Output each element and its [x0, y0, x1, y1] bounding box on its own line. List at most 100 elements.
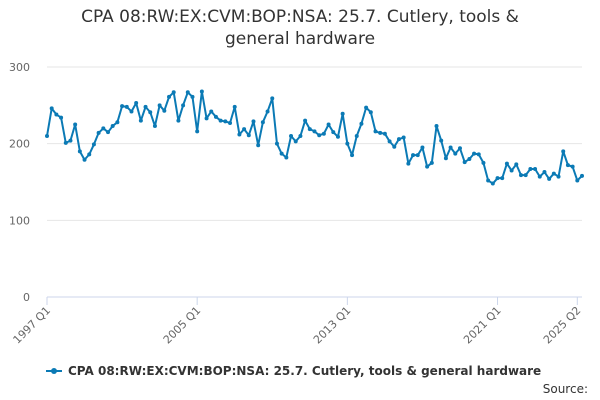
data-point [387, 139, 392, 144]
x-tick-label: 2021 Q1 [461, 304, 504, 347]
data-point [115, 120, 120, 125]
chart-title: CPA 08:RW:EX:CVM:BOP:NSA: 25.7. Cutlery,… [20, 6, 580, 50]
data-point [415, 153, 420, 158]
data-point [504, 161, 509, 166]
y-tick-label: 200 [9, 138, 30, 151]
data-point [359, 121, 364, 126]
x-tick-label: 1997 Q1 [11, 304, 54, 347]
data-point [556, 174, 561, 179]
data-point [293, 139, 298, 144]
legend-line-marker-icon [46, 365, 62, 377]
data-point [162, 108, 167, 113]
data-point [354, 134, 359, 138]
data-point [533, 166, 538, 171]
data-point [45, 134, 49, 138]
data-point [340, 111, 345, 116]
data-point [232, 104, 237, 109]
data-point [199, 89, 204, 94]
y-tick-label: 100 [9, 214, 30, 227]
data-point [331, 130, 336, 135]
data-point [528, 166, 533, 171]
data-point [509, 168, 514, 173]
data-point [101, 126, 106, 131]
source-label: Source: [542, 382, 588, 396]
data-point [167, 94, 172, 99]
data-point [96, 130, 101, 135]
data-point [152, 124, 157, 129]
data-point [321, 131, 326, 136]
data-point [575, 178, 580, 183]
x-tick-label: 2013 Q1 [311, 304, 354, 347]
data-point [181, 103, 186, 108]
data-point [434, 124, 439, 129]
data-point [429, 160, 434, 165]
data-point [284, 155, 289, 160]
data-point [143, 104, 148, 109]
data-point [157, 103, 162, 108]
data-point [472, 151, 477, 156]
chart-title-line-1: CPA 08:RW:EX:CVM:BOP:NSA: 25.7. Cutlery,… [81, 7, 519, 27]
data-point [580, 173, 584, 178]
data-point [138, 118, 143, 123]
data-point [274, 141, 279, 146]
data-point [537, 174, 542, 179]
data-point [63, 140, 68, 145]
data-point [265, 109, 270, 114]
data-point [317, 133, 322, 138]
data-point [561, 149, 566, 154]
data-point [373, 129, 378, 134]
legend-item[interactable]: CPA 08:RW:EX:CVM:BOP:NSA: 25.7. Cutlery,… [46, 364, 541, 378]
y-tick-label: 300 [9, 61, 30, 74]
data-point [195, 129, 200, 134]
data-point [171, 90, 176, 95]
data-point [486, 178, 491, 183]
data-point [59, 115, 64, 120]
y-tick-label: 0 [23, 291, 30, 304]
data-point [462, 160, 467, 165]
data-point [335, 134, 340, 139]
data-point [551, 171, 556, 176]
data-point [312, 129, 317, 134]
data-point [68, 138, 73, 143]
data-point [242, 127, 247, 132]
data-point [213, 114, 218, 119]
data-point [73, 122, 78, 127]
data-point [279, 151, 284, 156]
data-point [134, 101, 139, 106]
legend-label: CPA 08:RW:EX:CVM:BOP:NSA: 25.7. Cutlery,… [68, 364, 542, 378]
data-point [350, 153, 355, 158]
chart-title-line-2: general hardware [224, 29, 376, 49]
data-point [185, 90, 190, 95]
data-point [87, 152, 92, 157]
x-tick-label: 2005 Q1 [161, 304, 204, 347]
data-point [223, 119, 228, 124]
data-point [378, 130, 383, 135]
data-point [246, 133, 251, 138]
data-point [106, 130, 111, 135]
data-point [260, 120, 265, 125]
data-point [490, 181, 495, 186]
data-point [129, 109, 134, 114]
data-point [542, 170, 547, 175]
data-point [120, 104, 125, 109]
data-point [110, 124, 115, 129]
data-point [256, 143, 261, 148]
data-point [565, 163, 570, 168]
data-point [54, 112, 59, 117]
data-point [251, 119, 256, 124]
data-point [481, 160, 486, 165]
data-point [204, 116, 209, 121]
data-point [228, 120, 233, 125]
data-point [457, 146, 462, 151]
data-point [270, 96, 275, 101]
data-point [443, 156, 448, 161]
data-point [303, 118, 308, 123]
data-point [495, 176, 500, 181]
data-point [514, 162, 519, 167]
data-point [289, 134, 294, 138]
data-point [368, 110, 373, 115]
data-point [467, 157, 472, 161]
data-point [411, 153, 416, 158]
data-point [82, 157, 87, 162]
data-point [518, 173, 523, 178]
